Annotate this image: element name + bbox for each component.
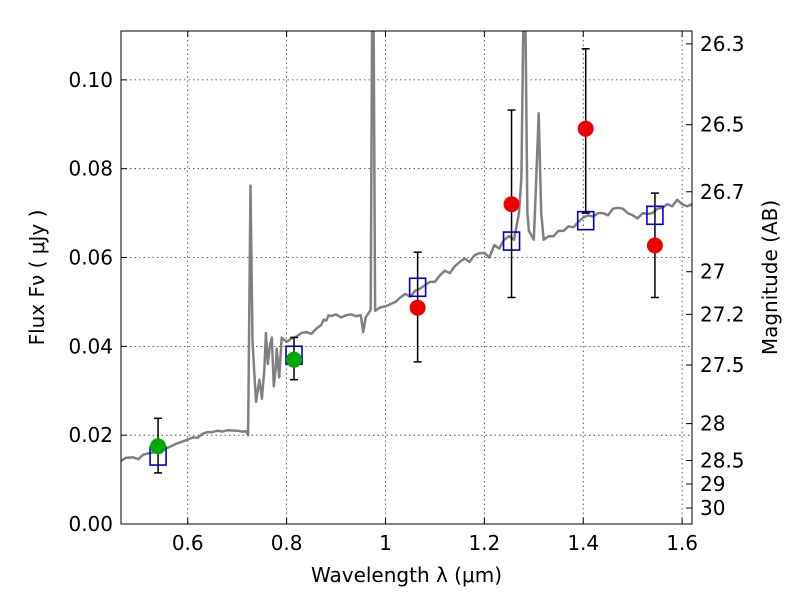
axis-ticks: 0.6 0.8 1 1.2 1.4 1.6 0.00 0.02 0.04 0.06 0.08 0.10…: [68, 31, 745, 555]
model-flux-box: [408, 277, 427, 298]
y-tick-label: 0.08: [68, 157, 113, 181]
red-observed-point: [503, 196, 520, 213]
x-tick-label: 0.6: [172, 531, 204, 555]
right-tick-label: 27.5: [700, 353, 745, 377]
right-tick-label: 27: [700, 260, 725, 284]
model-flux-box: [502, 231, 521, 251]
y-axis-title: Flux Fν ( μJy ): [25, 210, 49, 346]
model-spectrum-line: [121, 31, 692, 462]
red-observed-point: [577, 120, 594, 137]
right-tick-label: 26.7: [700, 180, 745, 204]
plot-frame: [120, 30, 693, 525]
green-observed-point: [286, 351, 303, 368]
y-tick-label: 0.00: [68, 512, 113, 536]
y-tick-label: 0.10: [68, 68, 113, 92]
x-tick-label: 1.4: [567, 531, 599, 555]
x-tick-label: 1.2: [468, 531, 500, 555]
x-tick-label: 1: [379, 531, 392, 555]
red-observed-point: [646, 237, 663, 254]
right-tick-label: 28.5: [700, 448, 745, 472]
right-axis-title: Magnitude (AB): [758, 200, 782, 355]
x-tick-label: 1.6: [666, 531, 698, 555]
right-tick-label: 29: [700, 472, 725, 496]
right-tick-label: 30: [700, 496, 725, 520]
right-tick-label: 27.2: [700, 302, 745, 326]
right-tick-label: 26.5: [700, 113, 745, 137]
green-observed-point: [150, 438, 167, 455]
red-observed-point: [409, 299, 426, 316]
x-tick-label: 0.8: [271, 531, 303, 555]
plot-area: [121, 31, 692, 474]
grid-lines: [121, 31, 692, 524]
y-tick-label: 0.02: [68, 423, 113, 447]
y-tick-label: 0.04: [68, 334, 113, 358]
right-tick-label: 26.3: [700, 32, 745, 56]
right-tick-label: 28: [700, 412, 725, 436]
x-axis-title: Wavelength λ (μm): [311, 563, 502, 587]
model-flux-box: [646, 205, 664, 226]
model-flux-box: [576, 210, 595, 231]
y-tick-label: 0.06: [68, 246, 113, 270]
